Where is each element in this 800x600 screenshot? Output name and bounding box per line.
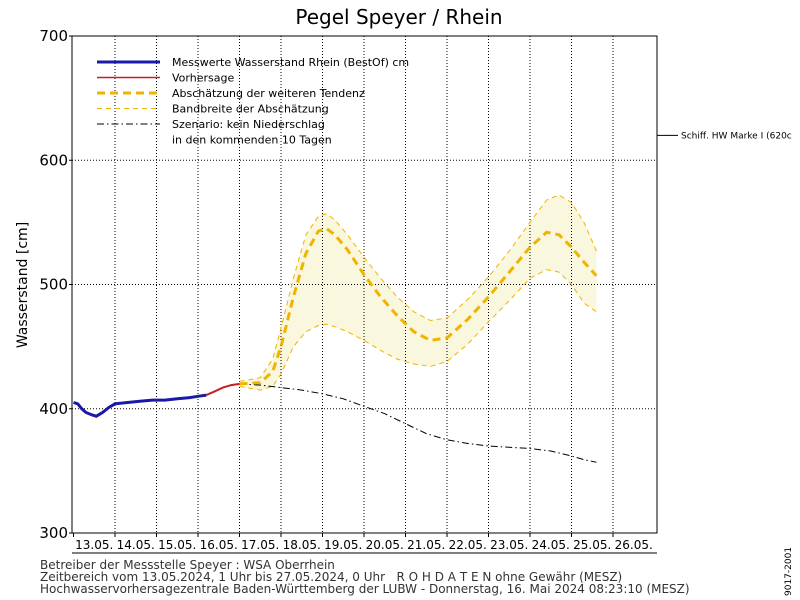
measured-line [73, 393, 207, 418]
footer-time-range: Zeitbereich vom 13.05.2024, 1 Uhr bis 27… [40, 570, 623, 584]
band-upper-line [239, 194, 597, 382]
legend-label: Bandbreite der Abschätzung [172, 103, 329, 116]
x-tick-label: 24.05. [532, 538, 570, 552]
hw-mark-label: Schiff. HW Marke I (620c [681, 131, 792, 141]
forecast-line [205, 382, 240, 397]
chart-title: Pegel Speyer / Rhein [295, 5, 502, 29]
y-axis-label: Wasserstand [cm] [15, 222, 31, 348]
x-tick-label: 26.05. [615, 538, 653, 552]
x-tick-label: 16.05. [200, 538, 238, 552]
band-lower-line [239, 269, 597, 391]
x-tick-label: 20.05. [366, 538, 404, 552]
legend-label: Vorhersage [172, 72, 234, 85]
x-tick-label: 23.05. [490, 538, 528, 552]
x-tick-label: 14.05. [117, 538, 155, 552]
footer-operator: Betreiber der Messstelle Speyer : WSA Ob… [40, 558, 335, 572]
x-tick-label: 22.05. [449, 538, 487, 552]
y-tick-label: 600 [39, 151, 68, 169]
x-tick-label: 15.05. [158, 538, 196, 552]
y-tick-label: 700 [39, 27, 68, 45]
y-tick-label: 500 [39, 276, 68, 294]
x-tick-label: 18.05. [283, 538, 321, 552]
x-tick-label: 17.05. [241, 538, 279, 552]
y-tick-label: 300 [39, 524, 68, 542]
legend-label: Messwerte Wasserstand Rhein (BestOf) cm [172, 56, 409, 69]
x-tick-label: 13.05. [75, 538, 113, 552]
trend-estimate-line [239, 226, 598, 386]
x-tick-label: 25.05. [573, 538, 611, 552]
confidence-band-fill [239, 195, 597, 391]
legend-label: Abschätzung der weiteren Tendenz [172, 87, 365, 100]
legend-label: Szenario: kein Niederschlag [172, 118, 325, 131]
footer-publisher: Hochwasservorhersagezentrale Baden-Württ… [40, 582, 690, 596]
y-tick-label: 400 [39, 400, 68, 418]
legend-label: in den kommenden 10 Tagen [172, 134, 332, 147]
chart-code: 9017-2001 [784, 546, 794, 596]
x-tick-label: 21.05. [407, 538, 445, 552]
x-tick-label: 19.05. [324, 538, 362, 552]
scenario-no-rain-line [239, 383, 597, 463]
